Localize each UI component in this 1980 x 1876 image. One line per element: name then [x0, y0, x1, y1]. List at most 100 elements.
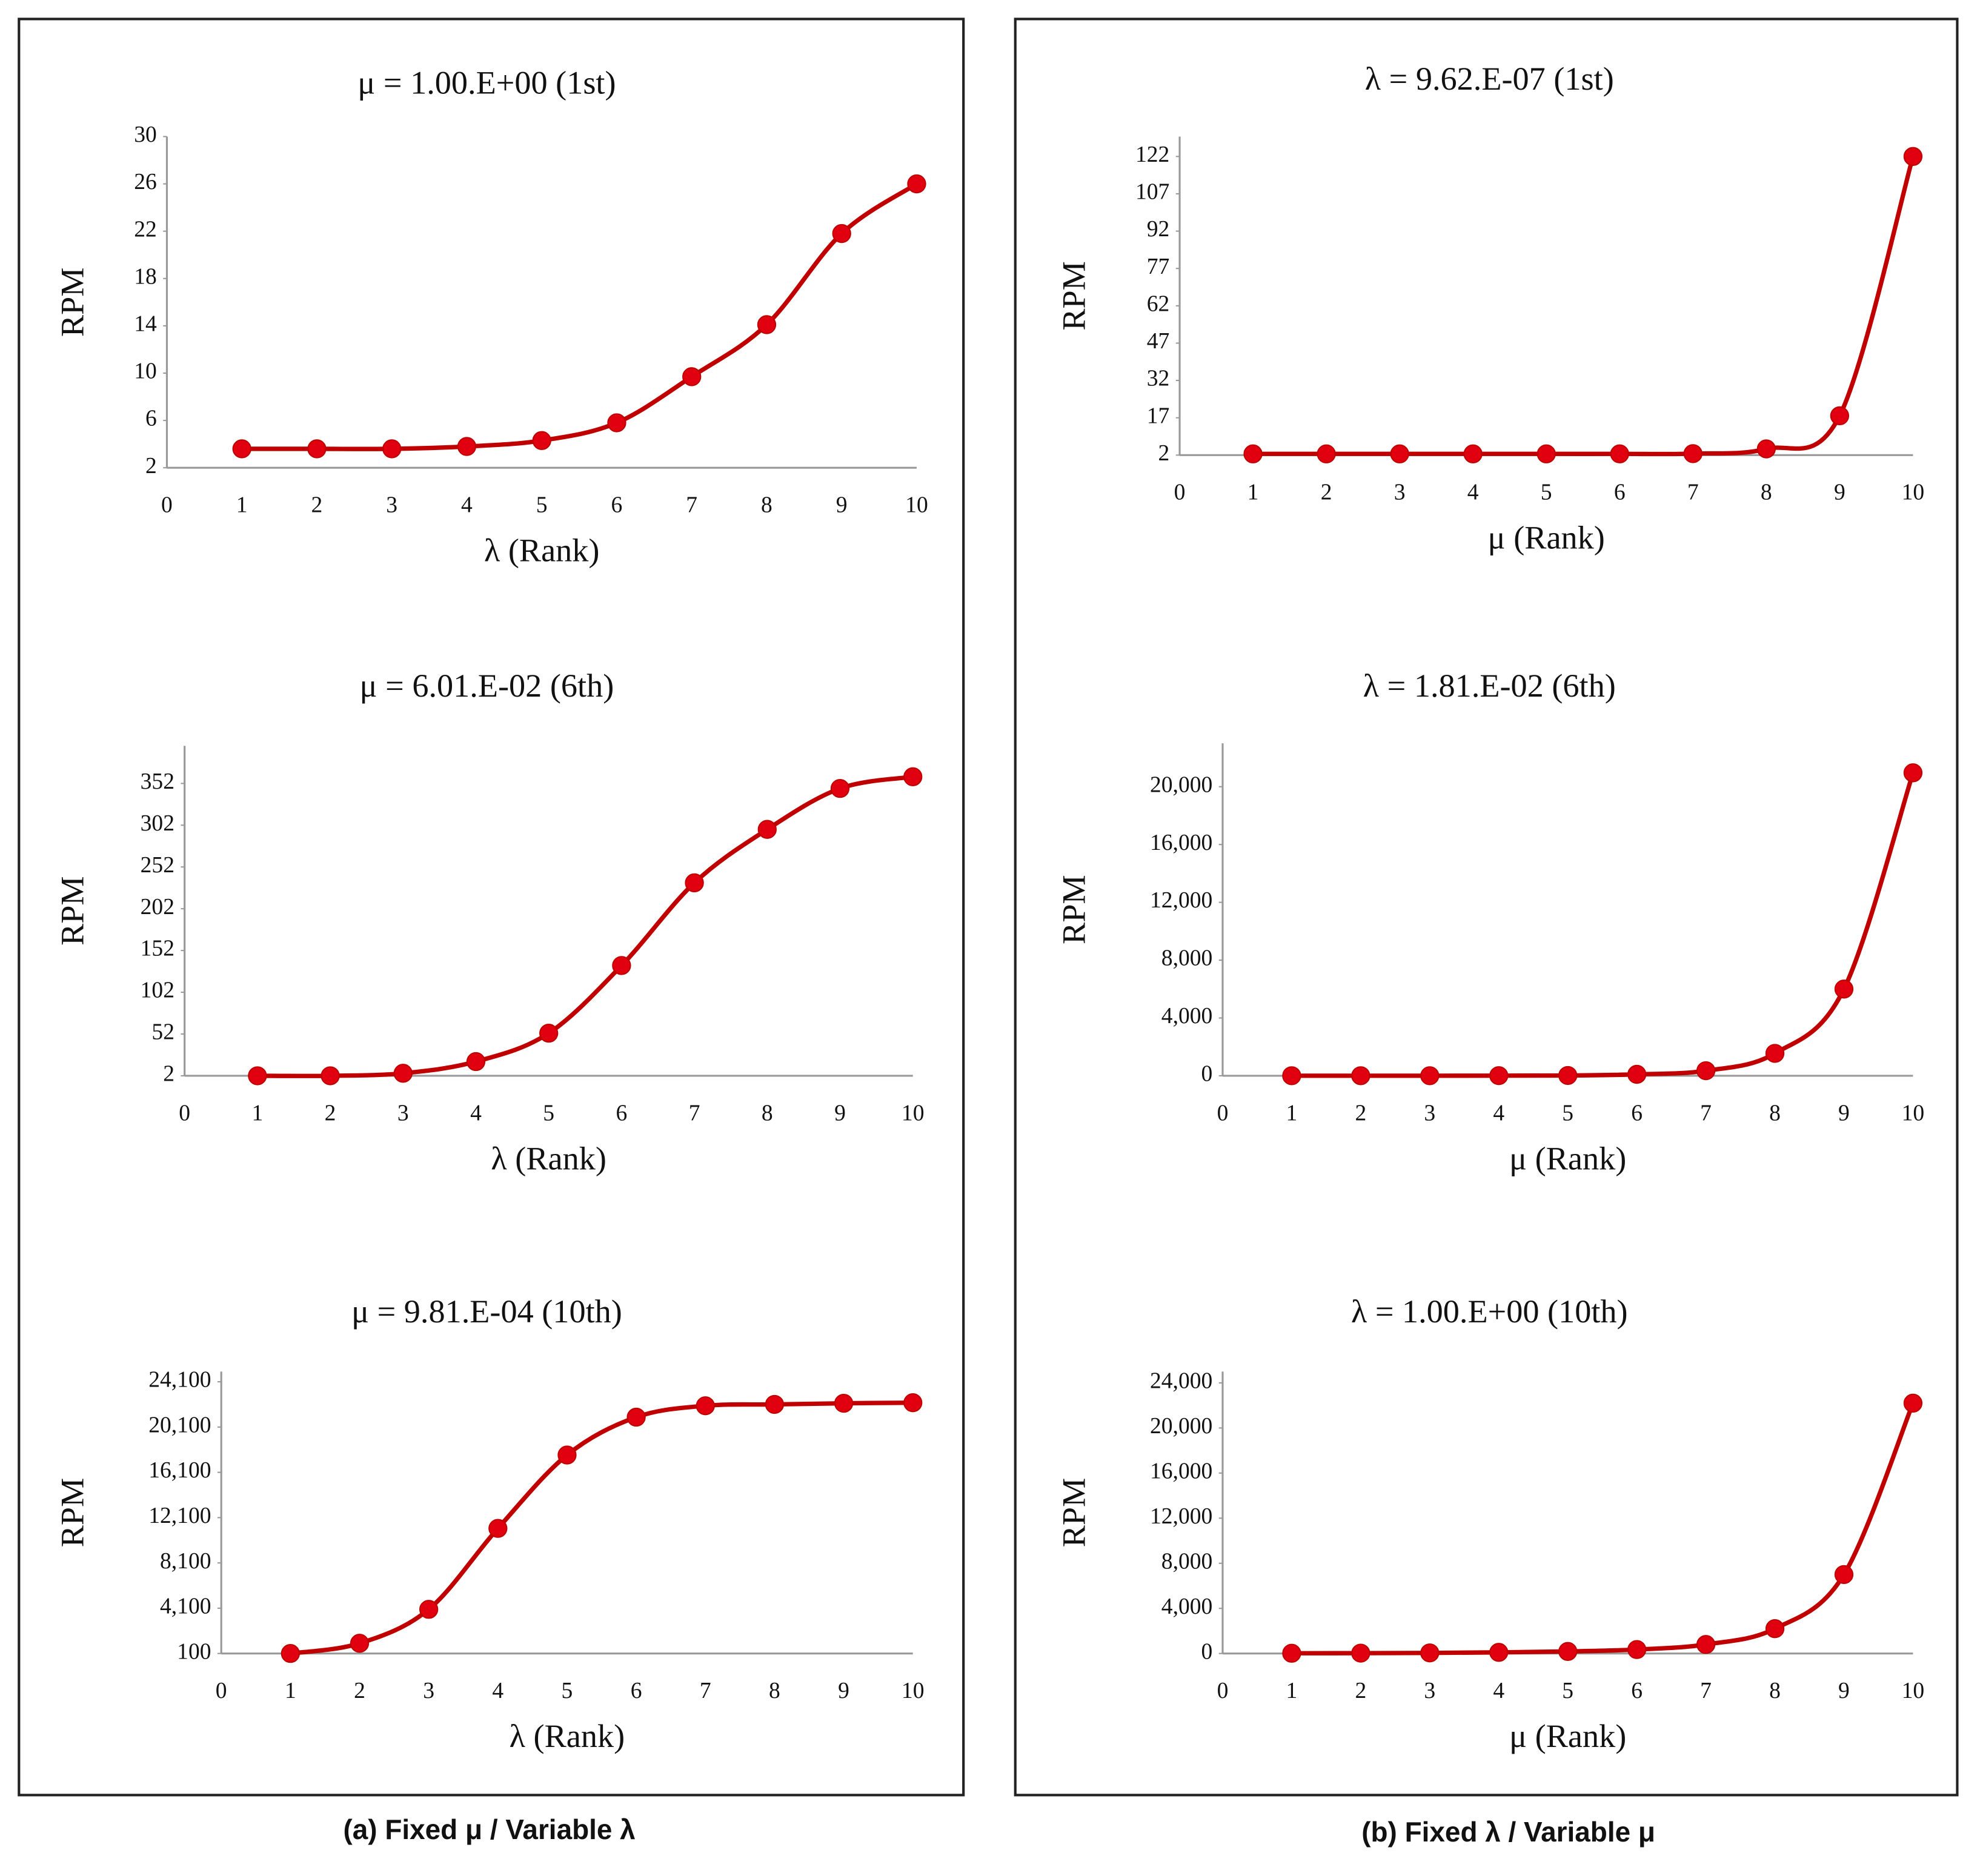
series-line — [257, 774, 914, 1078]
marker — [1756, 439, 1776, 459]
x-axis-title: λ (Rank) — [491, 1140, 606, 1176]
x-tick-label: 9 — [838, 1679, 849, 1703]
y-tick-label: 30 — [134, 122, 157, 147]
x-tick-label: 3 — [423, 1679, 434, 1703]
panel-frame — [18, 18, 965, 1797]
x-tick-label: 0 — [161, 493, 173, 518]
x-tick-label: 7 — [1700, 1679, 1712, 1703]
x-tick-label: 1 — [1286, 1679, 1298, 1703]
marker — [696, 1396, 715, 1416]
series-line — [1291, 1402, 1915, 1656]
x-tick-label: 0 — [1174, 480, 1186, 505]
x-tick-label: 2 — [1355, 1101, 1366, 1125]
x-tick-label: 9 — [834, 1101, 846, 1125]
x-axis-title: μ (Rank) — [1509, 1140, 1626, 1176]
marker — [419, 1600, 439, 1619]
marker — [1696, 1061, 1716, 1081]
marker — [321, 1066, 340, 1085]
x-tick-label: 8 — [1769, 1679, 1781, 1703]
marker — [488, 1519, 508, 1538]
series-line — [290, 1400, 913, 1656]
marker — [1558, 1066, 1578, 1085]
marker — [1610, 444, 1629, 463]
y-tick-label: 352 — [141, 769, 174, 794]
x-tick-label: 2 — [311, 493, 323, 518]
y-tick-label: 6 — [145, 406, 157, 431]
y-tick-label: 0 — [1201, 1639, 1213, 1664]
x-tick-label: 2 — [1321, 480, 1332, 505]
marker — [307, 439, 327, 459]
marker — [1696, 1635, 1716, 1654]
y-axis-title: RPM — [1055, 261, 1092, 331]
chart-title: μ = 6.01.E-02 (6th) — [360, 668, 614, 704]
x-tick-label: 2 — [1355, 1679, 1366, 1703]
y-tick-label: 92 — [1147, 217, 1170, 242]
y-tick-label: 102 — [141, 978, 174, 1003]
x-tick-label: 8 — [761, 493, 772, 518]
x-tick-label: 3 — [397, 1101, 409, 1125]
y-tick-label: 2 — [1158, 441, 1170, 466]
marker — [1834, 979, 1854, 999]
y-tick-label: 2 — [163, 1062, 174, 1087]
x-tick-label: 6 — [1631, 1101, 1643, 1125]
marker — [757, 315, 777, 334]
marker — [232, 439, 251, 459]
x-tick-label: 4 — [470, 1101, 482, 1125]
x-tick-label: 6 — [611, 493, 623, 518]
chart-title: λ = 9.62.E-07 (1st) — [1365, 61, 1614, 97]
marker — [830, 778, 850, 798]
series-line — [1253, 156, 1915, 457]
panel-caption: (a) Fixed μ / Variable λ — [343, 1814, 635, 1845]
marker — [1834, 1565, 1854, 1585]
x-tick-label: 1 — [1286, 1101, 1298, 1125]
x-tick-label: 7 — [686, 493, 697, 518]
y-tick-label: 2 — [145, 454, 157, 479]
x-tick-label: 9 — [1834, 480, 1845, 505]
y-tick-label: 152 — [141, 936, 174, 961]
x-tick-label: 4 — [1493, 1679, 1504, 1703]
y-tick-label: 14 — [134, 311, 157, 336]
x-tick-label: 6 — [1614, 480, 1626, 505]
x-tick-label: 6 — [616, 1101, 628, 1125]
marker — [1243, 444, 1263, 463]
x-tick-label: 3 — [1424, 1101, 1435, 1125]
marker — [1536, 444, 1556, 463]
marker — [832, 224, 851, 244]
marker — [1351, 1643, 1370, 1663]
y-tick-label: 16,000 — [1150, 830, 1212, 855]
y-axis-title: RPM — [55, 268, 91, 337]
x-axis-title: μ (Rank) — [1509, 1718, 1626, 1754]
marker — [1282, 1066, 1301, 1085]
x-tick-label: 1 — [285, 1679, 296, 1703]
x-tick-label: 7 — [1687, 480, 1699, 505]
marker — [1903, 1393, 1923, 1413]
y-axis-title: RPM — [1055, 875, 1092, 944]
x-tick-label: 1 — [236, 493, 248, 518]
marker — [532, 431, 551, 450]
chart-title: λ = 1.00.E+00 (10th) — [1351, 1293, 1628, 1330]
y-tick-label: 32 — [1147, 366, 1170, 391]
y-tick-label: 24,000 — [1150, 1369, 1212, 1394]
x-tick-label: 4 — [1467, 480, 1479, 505]
x-axis-title: μ (Rank) — [1488, 520, 1605, 556]
y-tick-label: 26 — [134, 170, 157, 194]
x-tick-label: 4 — [492, 1679, 503, 1703]
x-tick-label: 3 — [1424, 1679, 1435, 1703]
y-tick-label: 10 — [134, 359, 157, 384]
marker — [1765, 1619, 1785, 1639]
marker — [557, 1445, 577, 1465]
chart-title: μ = 1.00.E+00 (1st) — [357, 64, 616, 101]
y-tick-label: 252 — [141, 853, 174, 878]
x-tick-label: 5 — [536, 493, 548, 518]
x-tick-label: 10 — [902, 1101, 925, 1125]
chart-title: μ = 9.81.E-04 (10th) — [351, 1293, 622, 1330]
marker — [350, 1634, 370, 1653]
y-axis-title: RPM — [55, 876, 91, 946]
marker — [1351, 1066, 1370, 1085]
x-axis-title: λ (Rank) — [510, 1718, 625, 1754]
x-tick-label: 3 — [1394, 480, 1406, 505]
x-tick-label: 0 — [1217, 1101, 1229, 1125]
x-tick-label: 3 — [386, 493, 397, 518]
marker — [1627, 1064, 1647, 1084]
